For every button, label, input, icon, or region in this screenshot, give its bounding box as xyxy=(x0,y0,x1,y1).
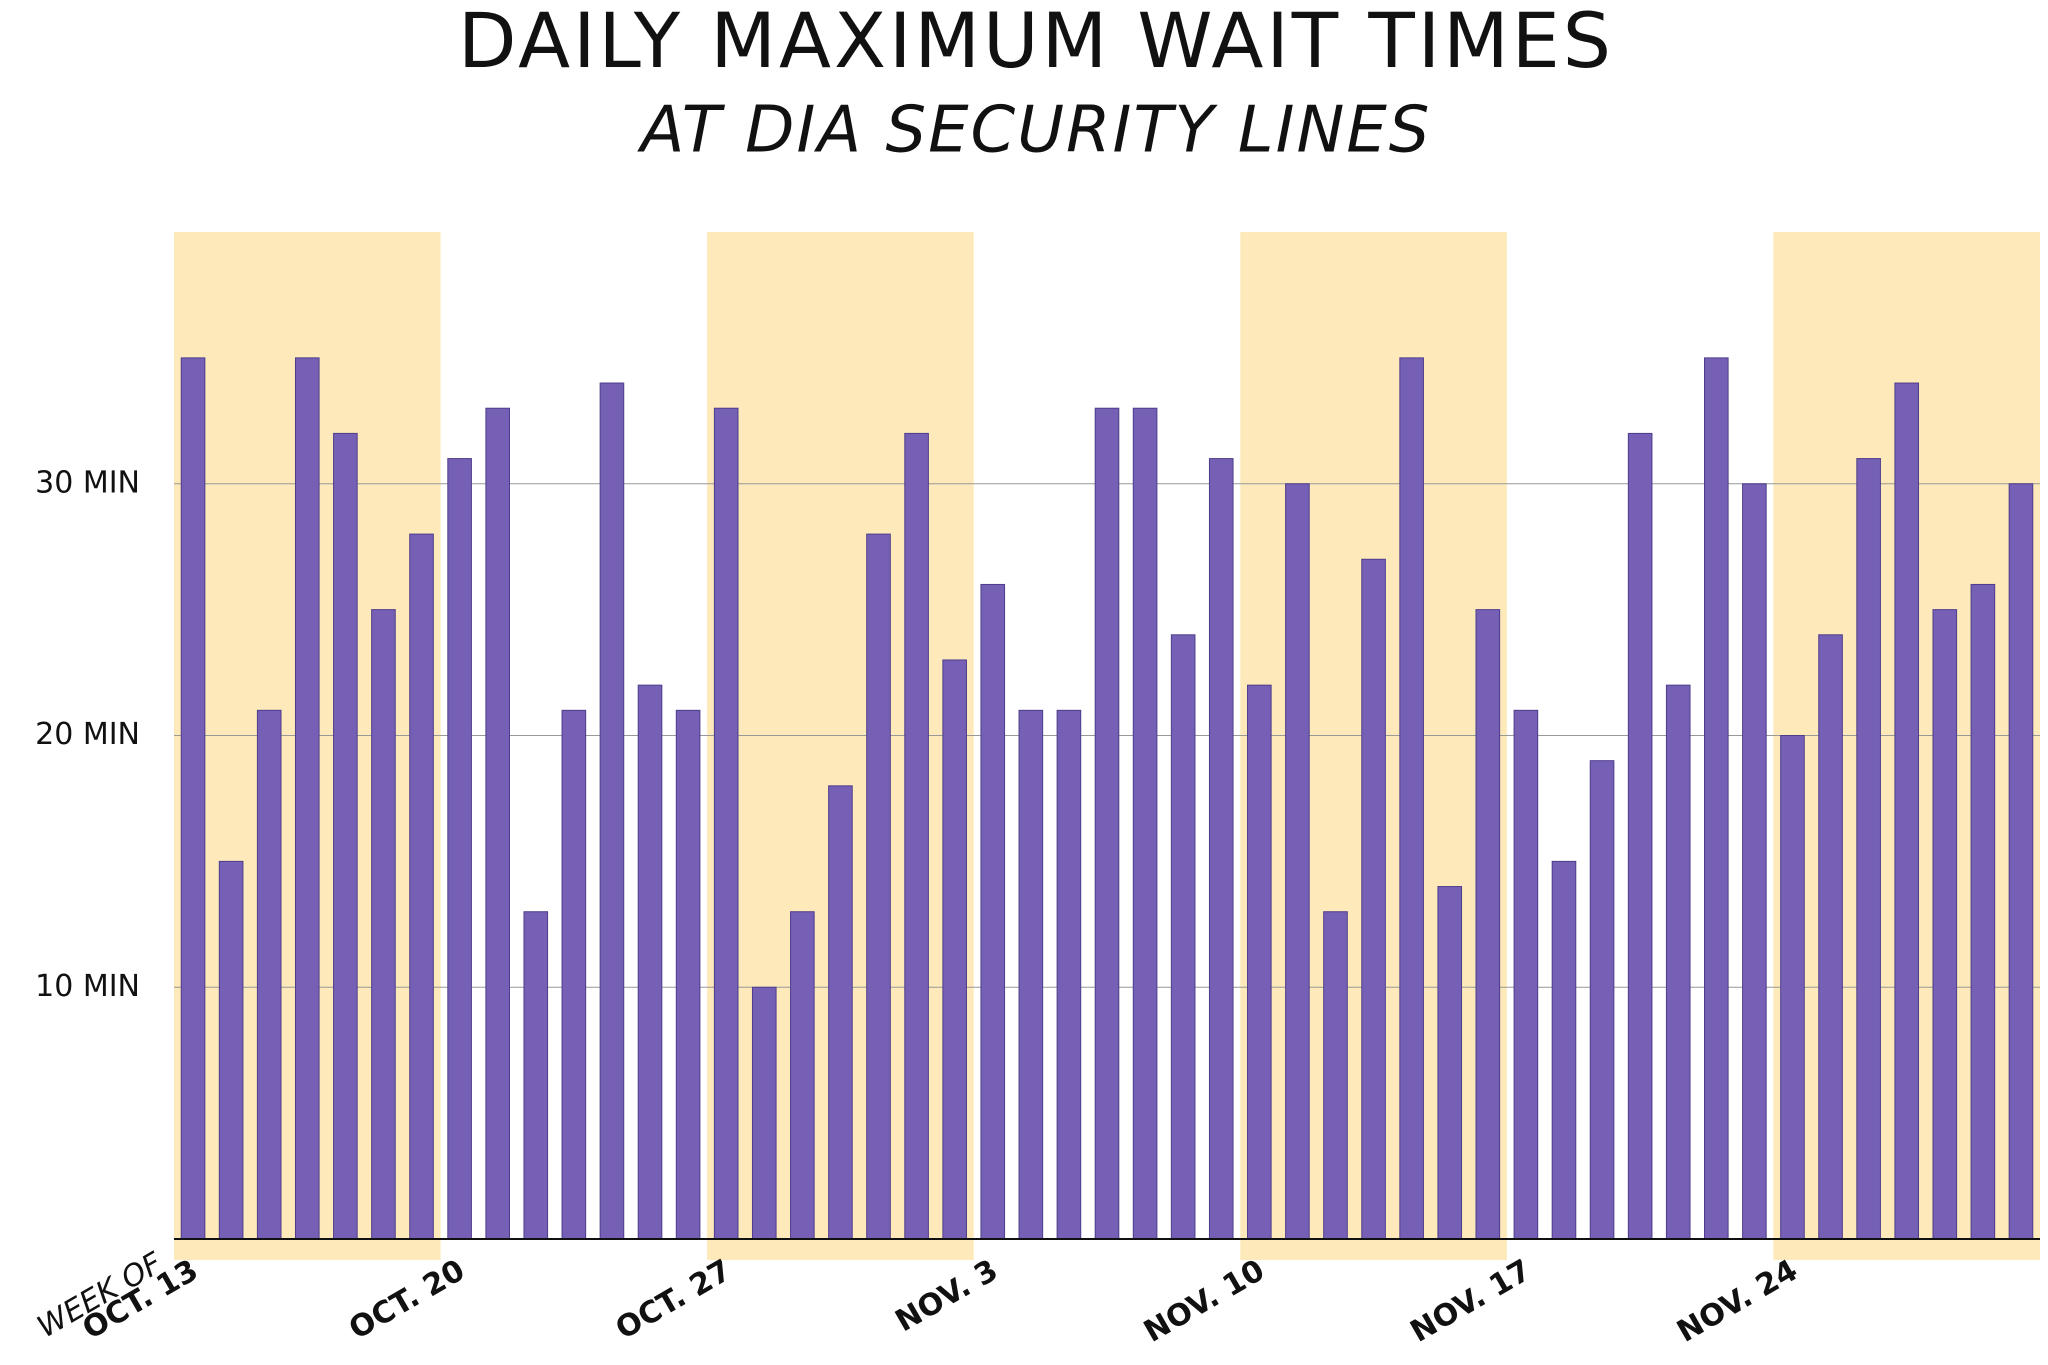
x-tick-label: OCT. 27 xyxy=(610,1253,738,1347)
bar xyxy=(1665,684,1691,1240)
bar xyxy=(599,382,625,1240)
bar xyxy=(1932,609,1958,1240)
bar xyxy=(1437,886,1463,1240)
bar xyxy=(904,432,929,1240)
x-tick-label: NOV. 17 xyxy=(1405,1253,1537,1350)
x-tick-label: NOV. 3 xyxy=(890,1253,1004,1339)
bar xyxy=(1361,558,1386,1240)
bar xyxy=(1399,357,1424,1240)
bar xyxy=(1742,483,1767,1240)
bar xyxy=(828,785,853,1240)
bar xyxy=(1323,911,1348,1240)
y-tick-label: 20 MIN xyxy=(35,717,140,752)
bar xyxy=(1170,634,1196,1240)
chart-subtitle: AT DIA SECURITY LINES xyxy=(637,94,1432,168)
bar xyxy=(980,583,1006,1240)
bar xyxy=(2008,483,2034,1240)
bar xyxy=(1475,609,1501,1240)
bar xyxy=(1094,407,1120,1240)
bar xyxy=(866,533,891,1240)
bar xyxy=(1704,357,1729,1240)
bar xyxy=(485,407,510,1240)
bar xyxy=(1589,760,1615,1240)
bar xyxy=(1818,634,1843,1240)
bar xyxy=(294,357,320,1240)
bar xyxy=(371,609,396,1240)
chart-title: DAILY MAXIMUM WAIT TIMES xyxy=(458,0,1614,85)
bar xyxy=(1551,860,1577,1240)
bar xyxy=(1208,458,1234,1240)
bar xyxy=(1247,684,1272,1240)
bar xyxy=(561,709,587,1240)
bar xyxy=(790,911,815,1240)
bar xyxy=(1285,483,1310,1240)
x-tick-label: NOV. 24 xyxy=(1671,1253,1803,1350)
bar xyxy=(447,458,472,1240)
bar xyxy=(713,407,739,1240)
x-tick-label: OCT. 20 xyxy=(343,1253,471,1347)
bar xyxy=(1970,583,1996,1240)
bar xyxy=(942,659,967,1240)
bar xyxy=(218,860,244,1240)
x-tick-label: NOV. 10 xyxy=(1138,1253,1270,1350)
bar xyxy=(1018,709,1044,1240)
bar xyxy=(637,684,663,1240)
bar xyxy=(333,432,358,1240)
bar xyxy=(523,911,549,1240)
bar xyxy=(1056,709,1082,1240)
bar xyxy=(1132,407,1158,1240)
bar xyxy=(180,357,206,1240)
bar xyxy=(1894,382,1920,1240)
y-tick-label: 30 MIN xyxy=(35,465,140,500)
bars xyxy=(180,357,2034,1240)
bar xyxy=(1780,735,1805,1240)
bar xyxy=(1856,458,1881,1240)
bar xyxy=(1513,709,1539,1240)
bar xyxy=(256,709,282,1240)
bar xyxy=(675,709,701,1240)
bar xyxy=(751,986,777,1240)
y-tick-label: 10 MIN xyxy=(35,969,140,1004)
bar xyxy=(409,533,434,1240)
bar xyxy=(1627,432,1653,1240)
